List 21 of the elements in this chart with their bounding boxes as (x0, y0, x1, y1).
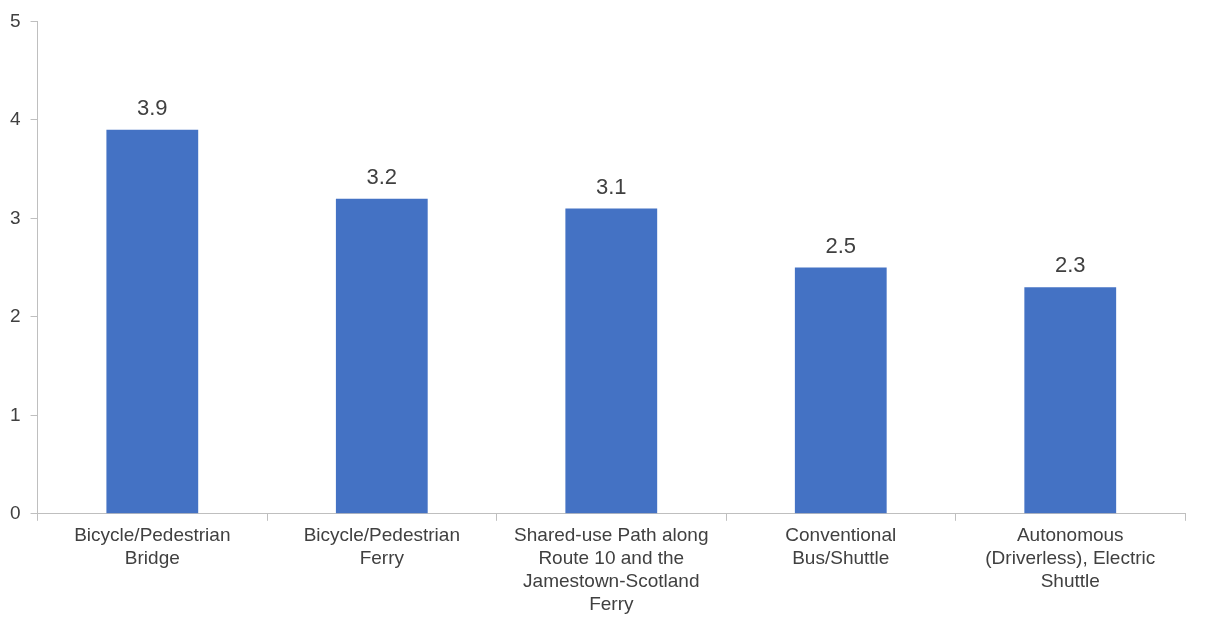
x-tick-label: Conventional Bus/Shuttle (785, 524, 897, 569)
data-label: 3.1 (595, 173, 627, 199)
y-tick-label: 4 (9, 108, 21, 130)
y-tick-label: 3 (9, 206, 21, 228)
bar (794, 267, 887, 514)
x-tick-label: Bicycle/Pedestrian Bridge (74, 524, 231, 569)
x-tick-label: Shared-use Path along Route 10 and the Jamestown-Scotland Ferry (514, 524, 709, 614)
data-label: 2.3 (1054, 252, 1086, 278)
x-tick-label: Autonomous (Driverless), Electric Shuttle (985, 524, 1156, 592)
bar (1024, 287, 1117, 514)
data-label: 3.2 (366, 163, 398, 189)
bar (106, 129, 199, 514)
y-tick-label: 0 (9, 502, 21, 524)
data-label: 2.5 (825, 232, 857, 258)
y-tick-label: 1 (9, 403, 21, 425)
data-label: 3.9 (137, 94, 168, 120)
y-tick-label: 5 (9, 9, 21, 31)
bar (335, 198, 428, 514)
x-tick-label: Bicycle/Pedestrian Ferry (303, 524, 460, 569)
y-tick-label: 2 (9, 305, 21, 327)
bar (565, 208, 658, 514)
